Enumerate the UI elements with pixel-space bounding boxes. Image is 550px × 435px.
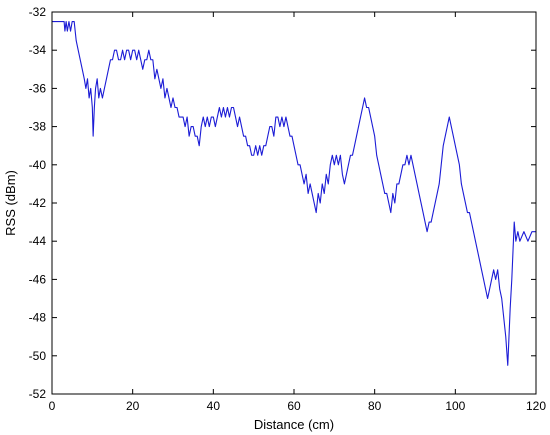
y-tick-label: -48 xyxy=(29,311,47,325)
y-tick-label: -32 xyxy=(29,5,47,19)
y-tick-label: -44 xyxy=(29,234,47,248)
y-axis-label: RSS (dBm) xyxy=(3,170,18,236)
y-tick-label: -36 xyxy=(29,81,47,95)
x-tick-label: 40 xyxy=(207,399,221,413)
rss-series-line xyxy=(52,21,536,366)
y-axis-ticks: -32 -34 -36 -38 -40 -42 -44 -46 -48 -50 -52 xyxy=(29,5,536,401)
y-tick-label: -42 xyxy=(29,196,47,210)
x-tick-label: 100 xyxy=(445,399,465,413)
x-axis-ticks: 0 20 40 60 80 100 120 xyxy=(49,12,546,413)
plot-area xyxy=(52,12,536,394)
y-tick-label: -52 xyxy=(29,387,47,401)
x-tick-label: 120 xyxy=(526,399,546,413)
y-tick-label: -50 xyxy=(29,349,47,363)
x-tick-label: 80 xyxy=(368,399,382,413)
x-axis-label: Distance (cm) xyxy=(254,417,334,432)
y-tick-label: -38 xyxy=(29,120,47,134)
x-tick-label: 60 xyxy=(287,399,301,413)
x-tick-label: 20 xyxy=(126,399,140,413)
y-tick-label: -34 xyxy=(29,43,47,57)
x-tick-label: 0 xyxy=(49,399,56,413)
y-tick-label: -40 xyxy=(29,158,47,172)
y-tick-label: -46 xyxy=(29,272,47,286)
